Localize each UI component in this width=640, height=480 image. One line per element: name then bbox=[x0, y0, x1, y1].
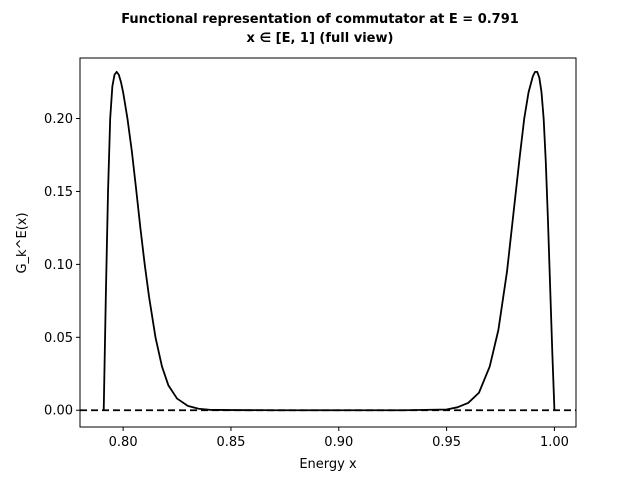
y-tick-label: 0.10 bbox=[44, 258, 73, 273]
y-tick-label: 0.05 bbox=[44, 331, 73, 346]
y-tick-label: 0.00 bbox=[44, 404, 73, 419]
y-axis: 0.00 0.05 0.10 0.15 0.20 bbox=[44, 112, 80, 419]
chart-title-line2: x ∈ [E, 1] (full view) bbox=[247, 31, 394, 46]
series-line-0 bbox=[102, 70, 556, 412]
y-axis-label: G_k^E(x) bbox=[15, 212, 30, 273]
x-tick-label: 0.90 bbox=[324, 435, 353, 450]
y-tick-label: 0.20 bbox=[44, 112, 73, 127]
x-axis-label: Energy x bbox=[299, 457, 357, 472]
x-tick-label: 0.80 bbox=[109, 435, 138, 450]
plot-area bbox=[80, 70, 576, 412]
x-tick-label: 1.00 bbox=[540, 435, 569, 450]
x-tick-label: 0.95 bbox=[432, 435, 461, 450]
chart-title-line1: Functional representation of commutator … bbox=[121, 12, 519, 27]
x-tick-label: 0.85 bbox=[216, 435, 245, 450]
axes-frame bbox=[79, 57, 577, 428]
x-axis: 0.80 0.85 0.90 0.95 1.00 bbox=[109, 427, 569, 450]
y-tick-label: 0.15 bbox=[44, 185, 73, 200]
